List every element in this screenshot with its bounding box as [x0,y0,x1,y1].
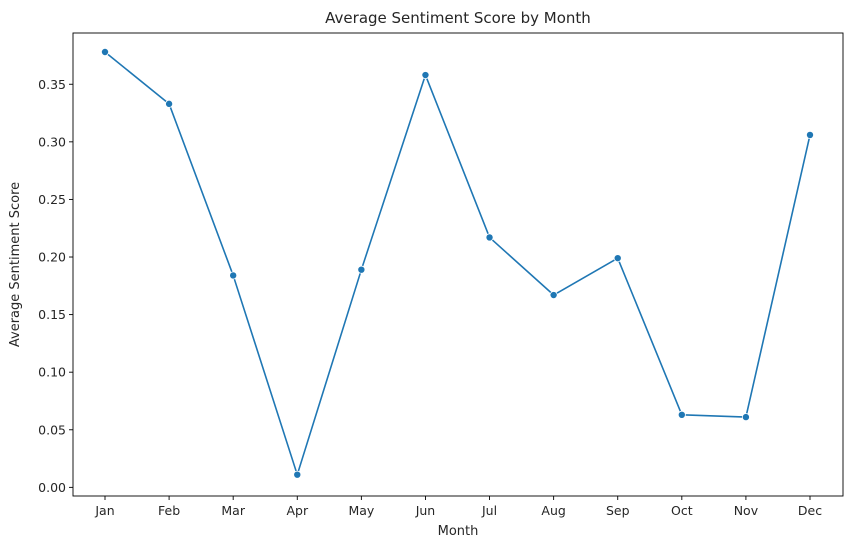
x-tick-label: Apr [286,503,308,518]
data-point [549,291,558,300]
y-tick-label: 0.00 [38,480,66,495]
plot-frame [72,32,844,497]
data-point [485,233,494,242]
data-point [293,470,302,479]
chart-title: Average Sentiment Score by Month [325,9,591,27]
x-tick-label: Jan [94,503,114,518]
y-tick-label: 0.35 [38,77,66,92]
data-point [806,130,815,139]
x-tick-label: Jun [415,503,436,518]
data-point [677,410,686,419]
y-tick-label: 0.15 [38,307,66,322]
series-line [104,51,811,476]
x-tick-label: Oct [671,503,693,518]
y-tick-label: 0.25 [38,192,66,207]
y-axis-label: Average Sentiment Score [8,182,23,347]
plot-area: 0.00 0.05 0.10 0.15 0.20 0.25 0.30 0.35 Jan Feb Ma… [38,32,844,518]
x-tick-label: Jul [481,503,497,518]
y-tick-label: 0.20 [38,250,66,265]
data-point [229,271,238,280]
x-tick-label: Aug [541,503,565,518]
x-tick-label: Mar [221,503,245,518]
data-point [165,99,174,108]
x-axis-label: Month [438,524,479,539]
x-tick-label: Sep [606,503,630,518]
data-point [741,413,750,422]
data-point [357,265,366,274]
x-tick-label: Feb [158,503,180,518]
x-tick-label: Dec [798,503,822,518]
y-tick-label: 0.05 [38,422,66,437]
x-tick-label: Nov [734,503,759,518]
y-tick-label: 0.30 [38,134,66,149]
x-tick-label: May [348,503,374,518]
y-tick-label: 0.10 [38,365,66,380]
data-point [613,254,622,263]
data-point [101,48,110,57]
data-point [421,71,430,80]
